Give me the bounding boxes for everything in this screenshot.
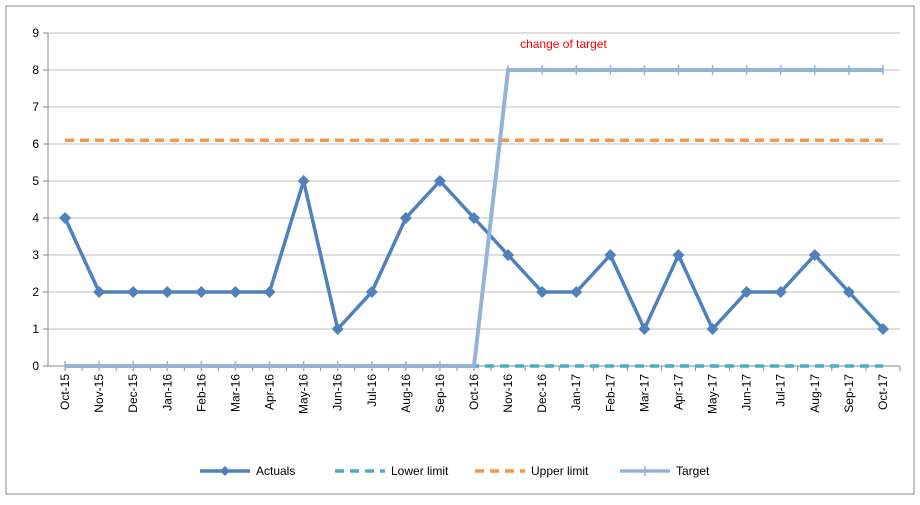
point	[638, 323, 651, 335]
x-tick-label: Apr-16	[263, 374, 277, 410]
x-tick-label: Jun-17	[740, 374, 754, 411]
x-tick-label: Oct-16	[467, 374, 481, 410]
x-tick-label: Aug-16	[399, 374, 413, 413]
y-tick-label: 7	[32, 100, 39, 114]
x-tick-label: Jun-16	[331, 374, 345, 411]
y-tick-label: 9	[32, 26, 39, 40]
point	[59, 212, 72, 224]
legend-marker	[220, 466, 230, 476]
point	[127, 286, 140, 298]
point	[93, 286, 106, 298]
series	[64, 65, 884, 371]
legend-label: Actuals	[256, 464, 295, 478]
series	[59, 174, 889, 335]
point	[570, 286, 583, 298]
x-tick-label: Dec-15	[126, 374, 140, 413]
point	[740, 286, 753, 298]
legend-label: Upper limit	[531, 464, 589, 478]
point	[604, 249, 617, 261]
legend-item: Lower limit	[335, 464, 449, 478]
x-tick-label: Feb-16	[194, 374, 208, 412]
point	[161, 286, 174, 298]
x-tick-label: Sep-17	[842, 374, 856, 413]
y-tick-label: 8	[32, 63, 39, 77]
x-tick-label: Jan-17	[569, 374, 583, 411]
point	[876, 323, 889, 335]
point	[297, 175, 310, 187]
x-tick-label: Mar-16	[228, 374, 242, 412]
point	[842, 286, 855, 298]
chart-border	[5, 5, 915, 495]
point	[468, 212, 480, 224]
point	[433, 175, 446, 187]
y-tick-label: 5	[32, 174, 39, 188]
x-tick-label: Dec-16	[535, 374, 549, 413]
x-tick-label: Nov-16	[501, 374, 515, 413]
legend-label: Target	[676, 464, 710, 478]
legend-label: Lower limit	[391, 464, 449, 478]
point	[229, 286, 242, 298]
x-tick-label: May-16	[297, 374, 311, 414]
x-tick-label: Aug-17	[808, 374, 822, 413]
x-tick-label: Nov-15	[92, 374, 106, 413]
legend-item: Actuals	[200, 464, 295, 478]
x-tick-label: Jul-16	[365, 374, 379, 407]
x-tick-label: Jul-17	[774, 374, 788, 407]
point	[331, 323, 344, 335]
point	[774, 286, 787, 298]
legend-item: Upper limit	[475, 464, 589, 478]
y-tick-label: 2	[32, 285, 39, 299]
point	[502, 249, 515, 261]
x-tick-label: Apr-17	[671, 374, 685, 410]
point	[263, 286, 276, 298]
x-tick-label: May-17	[706, 374, 720, 414]
point	[195, 286, 208, 298]
y-tick-label: 3	[32, 248, 39, 262]
y-tick-label: 6	[32, 137, 39, 151]
x-tick-label: Oct-17	[876, 374, 890, 410]
point	[808, 249, 821, 261]
point	[399, 212, 412, 224]
annotation: change of target	[520, 37, 607, 51]
y-tick-label: 4	[32, 211, 39, 225]
x-tick-label: Mar-17	[637, 374, 651, 412]
legend-item: Target	[620, 464, 710, 478]
point	[706, 323, 719, 335]
point	[672, 249, 685, 261]
x-tick-label: Oct-15	[58, 374, 72, 410]
point	[365, 286, 378, 298]
x-tick-label: Sep-16	[433, 374, 447, 413]
x-tick-label: Feb-17	[603, 374, 617, 412]
y-tick-label: 0	[32, 359, 39, 373]
point	[536, 286, 549, 298]
y-tick-label: 1	[32, 322, 39, 336]
x-tick-label: Jan-16	[160, 374, 174, 411]
